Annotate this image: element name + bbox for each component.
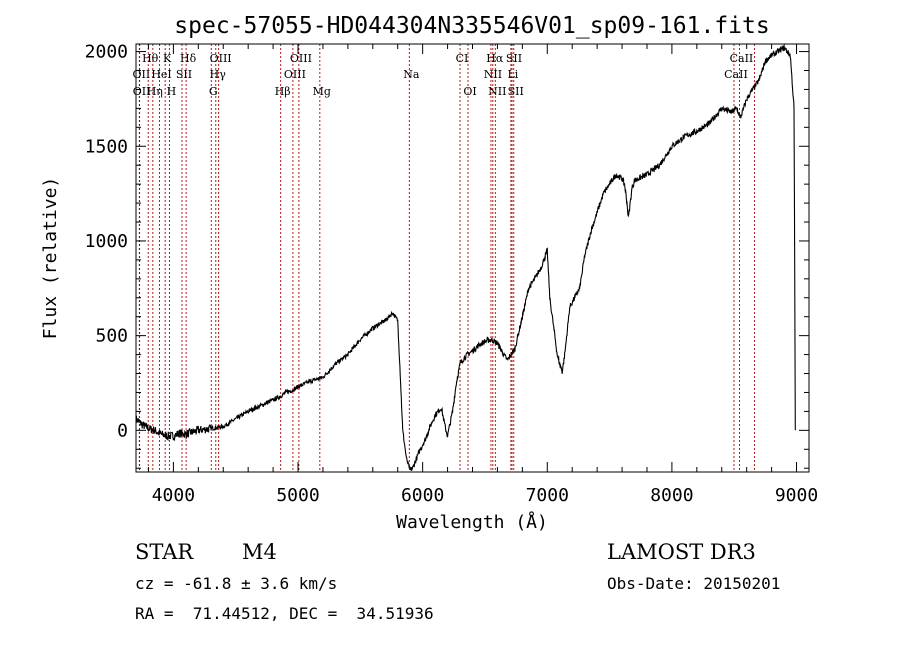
line-label-oi: OI	[463, 85, 476, 98]
line-label-oiii: OIII	[290, 52, 312, 65]
chart-title: spec-57055-HD044304N335546V01_sp09-161.f…	[174, 13, 769, 39]
line-label-g: G	[209, 85, 218, 98]
line-label-oii: OII	[133, 68, 151, 81]
line-label-ci: CI	[456, 52, 469, 65]
x-tick-label: 7000	[526, 485, 569, 506]
line-label-hα: Hα	[486, 52, 504, 65]
y-tick-label: 500	[95, 326, 128, 347]
spectral-line-markers	[138, 44, 755, 472]
line-label-hγ: Hγ	[210, 68, 227, 81]
line-label-oiii: OIII	[284, 68, 306, 81]
line-label-mg: Mg	[313, 85, 331, 98]
observation-date: Obs-Date: 20150201	[607, 574, 781, 593]
y-tick-label: 0	[117, 420, 128, 441]
line-label-na: Na	[403, 68, 420, 81]
line-label-caii: CaII	[724, 68, 748, 81]
plot-frame	[135, 43, 810, 473]
subclass: M4	[242, 540, 277, 564]
line-label-sii: SII	[506, 52, 522, 65]
line-label-oii: OII	[133, 85, 151, 98]
line-label-hβ: Hβ	[275, 85, 291, 98]
x-tick-label: 4000	[152, 485, 195, 506]
y-axis: 0 500 1000 1500 2000	[85, 42, 809, 469]
x-tick-label: 5000	[276, 485, 319, 506]
redshift-cz: cz = -61.8 ± 3.6 km/s	[135, 574, 338, 593]
object-type: STAR	[135, 540, 194, 564]
survey-name: LAMOST DR3	[607, 540, 756, 564]
x-tick-label: 6000	[401, 485, 444, 506]
x-axis: 4000 5000 6000 7000 8000 9000	[147, 44, 818, 506]
x-tick-label: 9000	[775, 485, 818, 506]
line-label-sii: SII	[508, 85, 524, 98]
line-label-h: H	[167, 85, 177, 98]
y-tick-label: 1500	[85, 136, 128, 157]
line-label-li: Li	[507, 68, 518, 81]
y-axis-label: Flux (relative)	[40, 177, 61, 340]
line-label-k: K	[163, 52, 172, 65]
x-axis-label: Wavelength (Å)	[396, 511, 548, 533]
line-label-hθ: Hθ	[142, 52, 159, 65]
y-tick-label: 1000	[85, 231, 128, 252]
line-label-nii: NII	[488, 85, 506, 98]
line-label-sii: SII	[176, 68, 192, 81]
line-label-hδ: Hδ	[180, 52, 197, 65]
line-label-nii: NII	[484, 68, 502, 81]
x-tick-label: 8000	[650, 485, 693, 506]
line-label-hη: Hη	[147, 85, 163, 98]
line-label-caii: CaII	[745, 0, 769, 3]
spectrum-line	[135, 44, 796, 471]
line-label-oiii: OIII	[210, 52, 232, 65]
line-label-caii: CaII	[730, 52, 754, 65]
coordinates: RA = 71.44512, DEC = 34.51936	[135, 604, 434, 623]
line-label-hei: HeI	[151, 68, 171, 81]
y-tick-label: 2000	[85, 42, 128, 63]
